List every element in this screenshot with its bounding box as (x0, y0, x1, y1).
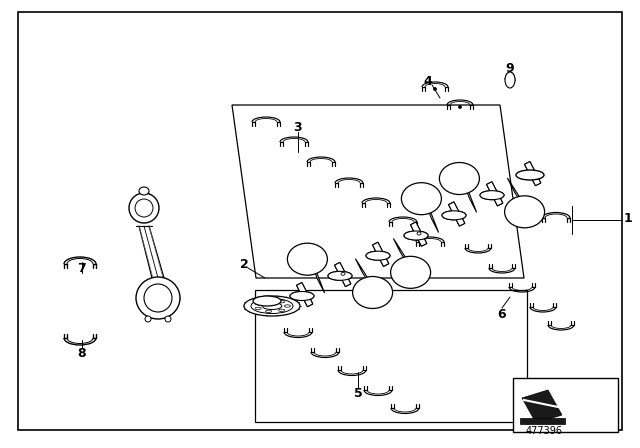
Polygon shape (410, 222, 427, 246)
Polygon shape (449, 202, 465, 226)
Ellipse shape (290, 292, 314, 301)
Polygon shape (449, 202, 465, 226)
Ellipse shape (404, 231, 428, 240)
Ellipse shape (516, 170, 544, 180)
Ellipse shape (255, 307, 261, 310)
Ellipse shape (504, 196, 545, 228)
Ellipse shape (145, 316, 151, 322)
Polygon shape (486, 182, 503, 206)
Polygon shape (394, 238, 417, 278)
Polygon shape (335, 263, 351, 287)
Ellipse shape (290, 292, 314, 301)
Ellipse shape (401, 183, 442, 215)
Polygon shape (410, 222, 427, 246)
Ellipse shape (139, 187, 149, 195)
Polygon shape (520, 418, 565, 424)
Ellipse shape (278, 309, 285, 311)
Ellipse shape (404, 231, 428, 240)
Ellipse shape (366, 251, 390, 260)
Polygon shape (486, 182, 503, 206)
Text: 8: 8 (77, 346, 86, 359)
Ellipse shape (442, 211, 466, 220)
Ellipse shape (480, 191, 504, 200)
Polygon shape (372, 242, 388, 267)
Text: 1: 1 (623, 211, 632, 224)
Polygon shape (420, 190, 438, 233)
Ellipse shape (518, 171, 542, 180)
Ellipse shape (341, 272, 345, 276)
Text: 7: 7 (77, 262, 86, 275)
Polygon shape (255, 290, 527, 422)
Ellipse shape (390, 256, 431, 289)
Ellipse shape (328, 271, 352, 280)
Polygon shape (307, 251, 324, 293)
Ellipse shape (278, 301, 285, 303)
Ellipse shape (353, 276, 392, 309)
Ellipse shape (505, 72, 515, 88)
Ellipse shape (433, 87, 436, 90)
Polygon shape (372, 242, 388, 267)
Polygon shape (232, 105, 524, 278)
Polygon shape (296, 283, 313, 307)
Ellipse shape (284, 305, 291, 307)
Ellipse shape (266, 310, 271, 313)
Ellipse shape (136, 277, 180, 319)
Ellipse shape (135, 199, 153, 217)
Text: 6: 6 (498, 307, 506, 320)
Ellipse shape (417, 232, 421, 235)
Text: 477396: 477396 (526, 426, 563, 436)
Polygon shape (355, 258, 379, 298)
Polygon shape (508, 178, 531, 218)
Ellipse shape (366, 251, 390, 260)
Polygon shape (335, 263, 351, 287)
Ellipse shape (442, 211, 466, 220)
Ellipse shape (266, 299, 271, 302)
Ellipse shape (253, 296, 281, 306)
Ellipse shape (144, 284, 172, 312)
Ellipse shape (480, 191, 504, 200)
Text: 4: 4 (424, 74, 433, 87)
Polygon shape (522, 390, 562, 423)
Ellipse shape (518, 171, 542, 180)
Polygon shape (296, 283, 313, 307)
Text: 5: 5 (354, 387, 362, 400)
Ellipse shape (262, 302, 282, 310)
Ellipse shape (458, 105, 461, 108)
Polygon shape (458, 170, 477, 212)
Text: 3: 3 (294, 121, 302, 134)
Bar (513, 378, 618, 432)
Polygon shape (525, 162, 541, 185)
Polygon shape (525, 162, 541, 185)
Ellipse shape (244, 296, 300, 316)
Ellipse shape (251, 298, 293, 314)
Text: 9: 9 (506, 61, 515, 74)
Ellipse shape (328, 271, 352, 280)
Ellipse shape (165, 316, 171, 322)
Ellipse shape (287, 243, 328, 275)
Text: 2: 2 (239, 258, 248, 271)
Ellipse shape (440, 163, 479, 194)
Ellipse shape (129, 193, 159, 223)
Ellipse shape (255, 302, 261, 305)
